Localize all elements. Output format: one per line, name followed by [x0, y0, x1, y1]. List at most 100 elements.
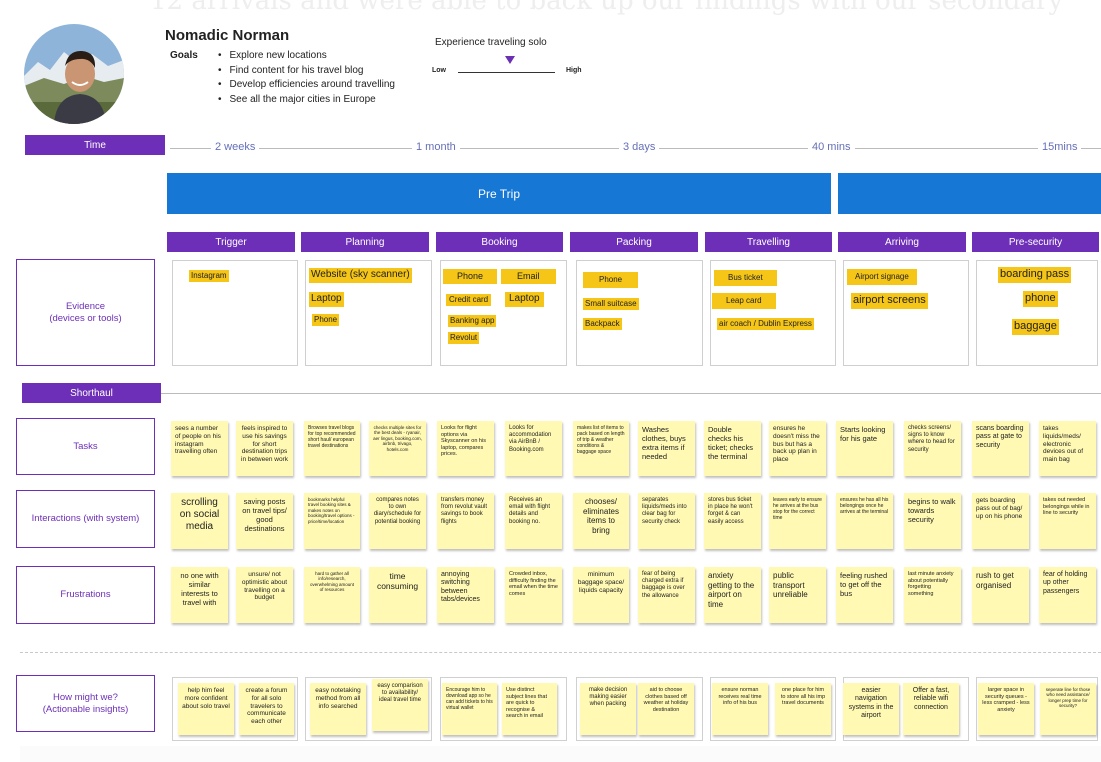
evidence-tag: baggage [1012, 319, 1059, 335]
insight-sticky: aid to choose clothes based off weather … [638, 683, 694, 735]
phase-next [838, 173, 1101, 214]
interaction-sticky: scrolling on social media [171, 493, 228, 549]
stage-pre-security: Pre-security [972, 232, 1099, 252]
interaction-sticky: leaves early to ensure he arrives at the… [769, 493, 826, 549]
evidence-tag: Instagram [189, 270, 229, 282]
insight-sticky: create a forum for all solo travelers to… [239, 683, 294, 735]
insight-sticky: seperate line for those who need assista… [1040, 683, 1096, 735]
evidence-tag: phone [1023, 291, 1058, 307]
evidence-box-planning: Website (sky scanner) Laptop Phone [305, 260, 432, 366]
task-sticky: takes liquids/meds/ electronic devices o… [1039, 421, 1096, 476]
evidence-tag: Small suitcase [583, 298, 639, 310]
evidence-tag: Credit card [446, 294, 492, 306]
insight-sticky: Encourage him to download app so he can … [442, 683, 497, 735]
frustration-sticky: minimum baggage space/ liquids capacity [573, 567, 629, 623]
evidence-tag: Backpack [583, 318, 622, 330]
persona-avatar [24, 24, 124, 124]
evidence-tag: airport screens [851, 293, 928, 309]
evidence-tag: Laptop [309, 292, 344, 307]
interaction-sticky: compares notes to own diary/schedule for… [369, 493, 426, 549]
scale-high-label: High [566, 67, 582, 74]
insight-sticky: make decision making easier when packing [580, 683, 636, 735]
stage-travelling: Travelling [705, 232, 832, 252]
frustration-sticky: public transport unreliable [769, 567, 826, 623]
evidence-tag: Bus ticket [714, 270, 777, 286]
row-label-tasks: Tasks [16, 418, 155, 475]
interaction-sticky: chooses/ eliminates items to bring [573, 493, 629, 549]
insight-sticky: ensure norman receives real time info of… [712, 683, 768, 735]
frustration-sticky: annoying switching between tabs/devices [437, 567, 494, 623]
task-sticky: Double checks his ticket; checks the ter… [704, 421, 761, 476]
duration-label: 40 mins [808, 141, 855, 153]
frustration-sticky: unsure/ not optimistic about travelling … [236, 567, 293, 623]
goal-item: See all the major cities in Europe [218, 93, 395, 108]
evidence-tag: Email [501, 269, 556, 285]
interaction-sticky: ensures he has all his belongings once h… [836, 493, 893, 549]
task-sticky: Starts looking for his gate [836, 421, 893, 476]
evidence-box-presecurity: boarding pass phone baggage [976, 260, 1098, 366]
interaction-sticky: Receives an email with flight details an… [505, 493, 562, 549]
row-label-evidence: Evidence (devices or tools) [16, 259, 155, 366]
goal-item: Develop efficiencies around travelling [218, 78, 395, 93]
frustration-sticky: fear of holding up other passengers [1039, 567, 1096, 623]
background-text: 12 arrivals and were able to back up our… [150, 0, 1064, 16]
evidence-tag: Banking app [448, 315, 497, 327]
goals-label: Goals [170, 50, 198, 61]
section-divider [20, 652, 1101, 653]
insight-sticky: easy comparison to availability/ ideal t… [372, 679, 428, 731]
frustration-sticky: rush to get organised [972, 567, 1029, 623]
interaction-sticky: bookmarks helpful travel booking sites &… [304, 493, 360, 549]
evidence-tag: Revolut [448, 332, 480, 344]
experience-scale-title: Experience traveling solo [435, 37, 547, 48]
evidence-tag: Website (sky scanner) [309, 268, 412, 283]
task-sticky: Looks for accommodation via AirBnB / Boo… [505, 421, 562, 476]
task-sticky: ensures he doesn't miss the bus but has … [769, 421, 826, 476]
insight-sticky: help him feel more confident about solo … [178, 683, 234, 735]
evidence-tag: Leap card [712, 293, 776, 309]
frustration-sticky: last minute anxiety about potentially fo… [904, 567, 961, 623]
frustration-sticky: hard to gather all info/research, overwh… [304, 567, 360, 623]
duration-label: 3 days [619, 141, 660, 153]
evidence-tag: Phone [443, 269, 498, 285]
next-row-partial [20, 746, 1101, 762]
task-sticky: sees a number of people on his instagram… [171, 421, 228, 476]
duration-label: 2 weeks [211, 141, 260, 153]
frustration-sticky: time consuming [369, 567, 426, 623]
stage-planning: Planning [301, 232, 429, 252]
row-label-shorthaul: Shorthaul [22, 383, 161, 403]
duration-label: 15mins [1038, 141, 1082, 153]
evidence-box-travelling: Bus ticket Leap card air coach / Dublin … [710, 260, 836, 366]
evidence-box-booking: Phone Email Credit card Laptop Banking a… [440, 260, 567, 366]
task-sticky: checks multiple sites for the best deals… [369, 421, 426, 476]
interaction-sticky: begins to walk towards security [904, 493, 961, 549]
time-label: Time [25, 135, 165, 155]
evidence-tag: Phone [583, 272, 639, 288]
frustration-sticky: fear of being charged extra if baggage i… [638, 567, 695, 623]
interaction-sticky: takes out needed belongings while in lin… [1039, 493, 1096, 549]
insight-sticky: Offer a fast, reliable wifi connection [903, 683, 959, 735]
stage-trigger: Trigger [167, 232, 295, 252]
row-label-insights: How might we? (Actionable insights) [16, 675, 155, 732]
insight-sticky: Use distinct subject lines that are quic… [502, 683, 557, 735]
interaction-sticky: saving posts on travel tips/ good destin… [236, 493, 293, 549]
frustration-sticky: no one with similar interests to travel … [171, 567, 228, 623]
evidence-tag: boarding pass [998, 267, 1072, 283]
row-label-interactions: Interactions (with system) [16, 490, 155, 548]
frustration-sticky: Crowded inbox, difficulty finding the em… [505, 567, 562, 623]
scale-low-label: Low [432, 67, 446, 74]
experience-scale-marker [505, 56, 515, 64]
evidence-box-arriving: Airport signage airport screens [843, 260, 969, 366]
goals-list: Explore new locations Find content for h… [218, 49, 395, 107]
evidence-box-packing: Phone Small suitcase Backpack [576, 260, 703, 366]
stage-packing: Packing [570, 232, 698, 252]
evidence-tag: Airport signage [847, 269, 917, 285]
shorthaul-divider [161, 393, 1101, 394]
interaction-sticky: stores bus ticket in place he won't forg… [704, 493, 761, 549]
stage-arriving: Arriving [838, 232, 966, 252]
goal-item: Explore new locations [218, 49, 395, 64]
evidence-tag: air coach / Dublin Express [717, 318, 814, 330]
task-sticky: Browses travel blogs for top recommended… [304, 421, 360, 476]
interaction-sticky: transfers money from revolut vault savin… [437, 493, 494, 549]
stage-booking: Booking [436, 232, 563, 252]
insight-sticky: easier navigation systems in the airport [843, 683, 899, 735]
